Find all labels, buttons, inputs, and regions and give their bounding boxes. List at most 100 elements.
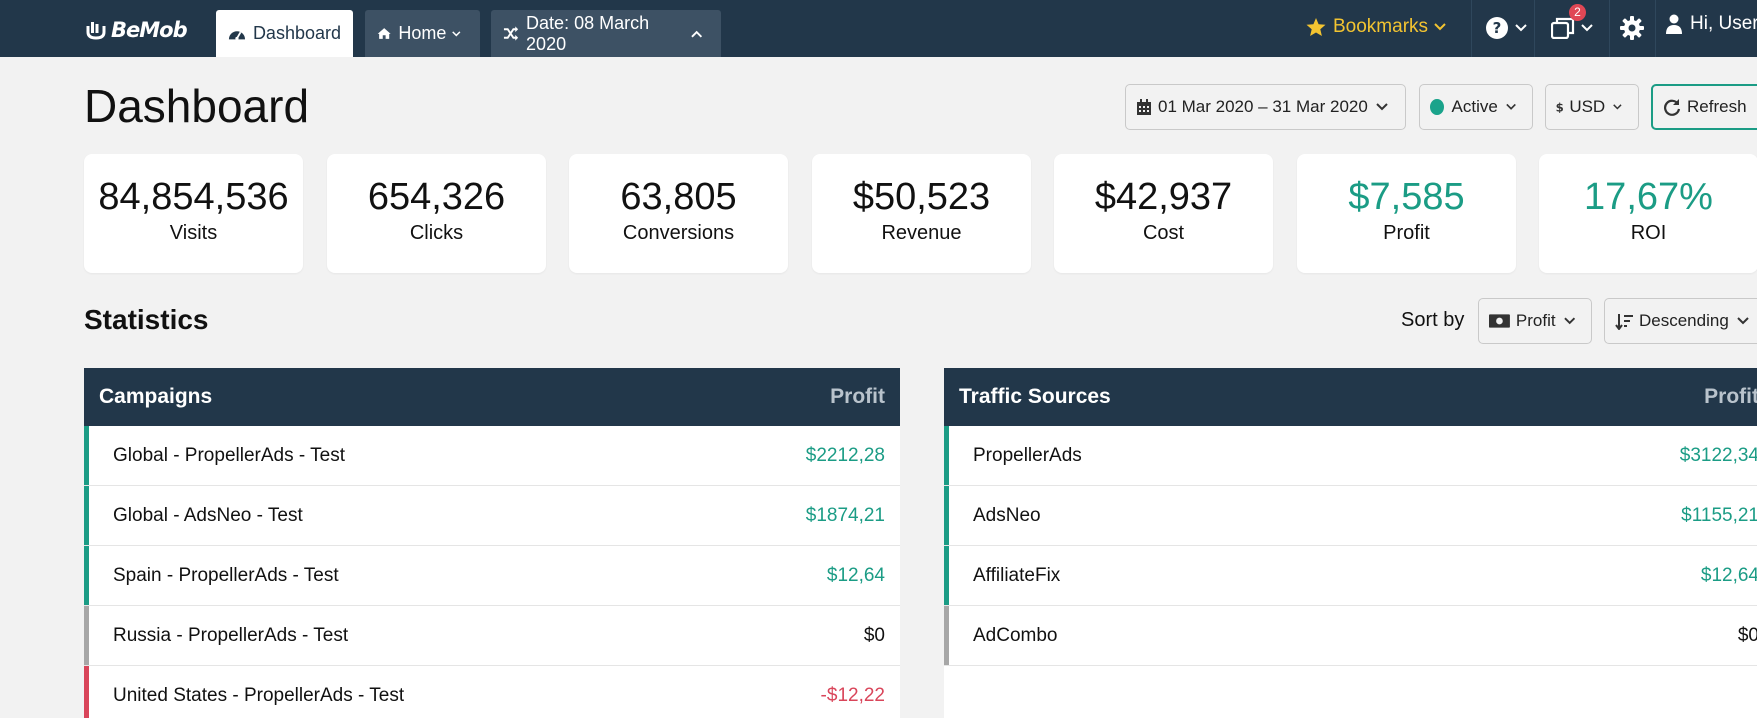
star-icon [1306, 17, 1326, 36]
refresh-icon [1664, 99, 1681, 116]
traffic-sources-list: PropellerAds $3122,34 AdsNeo $1155,21 Affili… [944, 426, 1757, 666]
chevron-down-icon [1434, 23, 1446, 31]
stat-label: Clicks [409, 222, 464, 244]
currency-value: USD [1569, 97, 1606, 116]
row-profit: $1155,21 [1681, 504, 1757, 526]
row-name: Global - AdsNeo - Test [113, 504, 303, 526]
campaigns-panel: Campaigns Profit Global - PropellerAds -… [84, 368, 900, 718]
traffic-sources-column-header[interactable]: Profit [1704, 385, 1757, 408]
status-stripe [84, 486, 89, 545]
svg-text:$: $ [1556, 100, 1563, 114]
stat-card-roi: 17,67% ROI [1539, 154, 1757, 273]
row-profit: $3122,34 [1679, 444, 1757, 466]
row-name: AdCombo [973, 624, 1058, 646]
status-stripe [84, 426, 89, 485]
help-icon: ? [1486, 17, 1508, 39]
campaigns-column-header[interactable]: Profit [830, 385, 885, 408]
stat-label: Conversions [622, 222, 735, 244]
tab-home[interactable]: Home [365, 10, 480, 57]
row-profit: $12,64 [826, 564, 885, 586]
row-profit: $0 [863, 624, 885, 646]
row-name: Global - PropellerAds - Test [113, 444, 345, 466]
table-row[interactable]: Russia - PropellerAds - Test $0 [84, 606, 900, 666]
stat-value: 63,805 [620, 176, 737, 218]
bookmarks-label: Bookmarks [1333, 16, 1429, 37]
stat-label: ROI [1630, 222, 1667, 244]
table-row[interactable]: AdsNeo $1155,21 [944, 486, 1757, 546]
settings-button[interactable] [1620, 13, 1644, 43]
dashboard-icon [228, 30, 246, 40]
refresh-label: Refresh [1687, 97, 1747, 116]
status-stripe [944, 426, 949, 485]
stat-card-revenue: $50,523 Revenue [812, 154, 1031, 273]
chevron-down-icon [1563, 317, 1575, 325]
status-stripe [944, 486, 949, 545]
row-profit: $12,64 [1700, 564, 1757, 586]
workspaces-menu[interactable]: 2 [1551, 4, 1593, 43]
tab-date-label: Date: 08 March 2020 [526, 12, 650, 54]
home-icon [377, 28, 391, 39]
stat-card-clicks: 654,326 Clicks [327, 154, 546, 273]
refresh-button[interactable]: Refresh [1651, 84, 1757, 130]
sort-descending-icon [1615, 313, 1633, 330]
row-name: United States - PropellerAds - Test [113, 684, 405, 706]
sort-field-selector[interactable]: Profit [1478, 298, 1592, 344]
notification-badge: 2 [1569, 4, 1586, 21]
status-value: Active [1451, 97, 1498, 116]
traffic-sources-panel: Traffic Sources Profit PropellerAds $3122… [944, 368, 1757, 718]
nav-divider [1609, 0, 1610, 57]
stat-label: Profit [1383, 222, 1430, 244]
chevron-down-icon [1613, 104, 1622, 110]
money-icon [1489, 314, 1510, 328]
tab-date[interactable]: Date: 08 March 2020 [491, 10, 721, 57]
campaigns-list: Global - PropellerAds - Test $2212,28 Glob… [84, 426, 900, 718]
chevron-up-icon [690, 30, 702, 37]
stat-value: $50,523 [852, 176, 991, 218]
status-stripe [84, 606, 89, 665]
tab-dashboard-label: Dashboard [252, 23, 341, 43]
nav-divider [1655, 0, 1656, 57]
chevron-down-icon [1515, 24, 1527, 32]
shuffle-icon [503, 26, 519, 41]
table-row[interactable]: Global - AdsNeo - Test $1874,21 [84, 486, 900, 546]
stat-value: 17,67% [1584, 176, 1713, 218]
campaigns-header: Campaigns Profit [84, 368, 900, 426]
status-filter[interactable]: Active [1419, 84, 1533, 130]
table-row[interactable]: Global - PropellerAds - Test $2212,28 [84, 426, 900, 486]
stat-card-visits: 84,854,536 Visits [84, 154, 303, 273]
dollar-icon: $ [1556, 100, 1563, 114]
table-row[interactable]: AffiliateFix $12,64 [944, 546, 1757, 606]
chevron-down-icon [1376, 103, 1388, 111]
date-range-picker[interactable]: 01 Mar 2020 – 31 Mar 2020 [1125, 84, 1406, 130]
row-name: PropellerAds [973, 444, 1082, 466]
stat-label: Visits [169, 222, 218, 244]
help-menu[interactable]: ? [1485, 13, 1527, 43]
windows-icon [1551, 17, 1575, 39]
gear-icon [1620, 16, 1644, 40]
table-row[interactable]: Spain - PropellerAds - Test $12,64 [84, 546, 900, 606]
traffic-sources-header: Traffic Sources Profit [944, 368, 1757, 426]
tab-dashboard[interactable]: Dashboard [216, 10, 353, 57]
sort-order-selector[interactable]: Descending [1604, 298, 1757, 344]
row-name: AdsNeo [973, 504, 1041, 526]
statistics-heading: Statistics [84, 304, 209, 335]
sort-order-value: Descending [1639, 311, 1729, 330]
bemob-logo[interactable]: BeMob [84, 17, 188, 43]
table-row[interactable]: United States - PropellerAds - Test -$12,… [84, 666, 900, 718]
nav-divider [1471, 0, 1472, 57]
brand-name: BeMob [111, 18, 188, 42]
row-profit: -$12,22 [820, 684, 885, 706]
currency-selector[interactable]: $ USD [1545, 84, 1639, 130]
stat-value: 84,854,536 [98, 176, 289, 218]
user-icon [1666, 14, 1682, 34]
logo-mark-icon [86, 22, 106, 40]
nav-divider [1534, 0, 1535, 57]
row-profit: $1874,21 [805, 504, 885, 526]
status-stripe [84, 546, 89, 605]
svg-text:?: ? [1493, 19, 1502, 37]
user-menu[interactable]: Hi, User [1666, 13, 1757, 35]
table-row[interactable]: AdCombo $0 [944, 606, 1757, 666]
bookmarks-menu[interactable]: Bookmarks [1306, 12, 1453, 42]
table-row[interactable]: PropellerAds $3122,34 [944, 426, 1757, 486]
stat-value: 654,326 [367, 176, 506, 218]
